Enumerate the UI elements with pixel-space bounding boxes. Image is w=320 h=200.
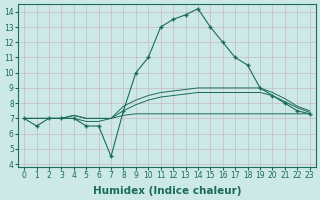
X-axis label: Humidex (Indice chaleur): Humidex (Indice chaleur) [93,186,241,196]
